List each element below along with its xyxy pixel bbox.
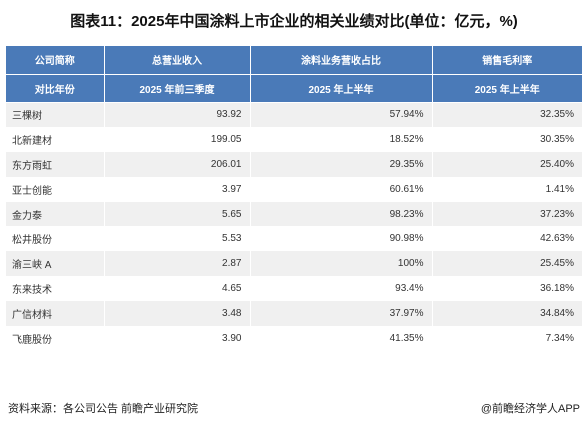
coating-share-cell: 90.98% [250,226,433,252]
header-row-2: 对比年份 2025 年前三季度 2025 年上半年 2025 年上半年 [6,74,582,103]
coating-share-cell: 37.97% [250,301,433,327]
revenue-cell: 5.65 [104,201,251,227]
company-cell: 东方雨虹 [6,151,105,177]
revenue-cell: 3.48 [104,301,251,327]
revenue-cell: 3.97 [104,176,251,202]
source-note: 资料来源：各公司公告 前瞻产业研究院 [8,403,199,415]
coating-share-cell: 41.35% [250,326,433,351]
table-row: 东来技术 4.65 93.4% 36.18% [6,276,582,302]
revenue-cell: 93.92 [104,102,251,127]
header-cell: 2025 年前三季度 [104,74,251,103]
company-cell: 飞鹿股份 [6,326,105,351]
header-cell: 销售毛利率 [432,46,582,75]
gross-margin-cell: 42.63% [432,226,582,252]
table-row: 三棵树 93.92 57.94% 32.35% [6,102,582,127]
gross-margin-cell: 36.18% [432,276,582,302]
coating-share-cell: 29.35% [250,151,433,177]
gross-margin-cell: 37.23% [432,201,582,227]
revenue-cell: 206.01 [104,151,251,177]
table-body: 三棵树 93.92 57.94% 32.35% 北新建材 199.05 18.52% 30.3… [6,102,582,351]
company-cell: 渝三峡 A [6,251,105,277]
coating-share-cell: 18.52% [250,126,433,152]
table-row: 渝三峡 A 2.87 100% 25.45% [6,251,582,277]
revenue-cell: 5.53 [104,226,251,252]
coating-share-cell: 98.23% [250,201,433,227]
header-cell: 2025 年上半年 [432,74,582,103]
table-row: 金力泰 5.65 98.23% 37.23% [6,201,582,227]
data-table: 公司简称 总营业收入 涂料业务营收占比 销售毛利率 对比年份 2025 年前三季… [6,46,582,351]
table-row: 亚士创能 3.97 60.61% 1.41% [6,176,582,202]
company-cell: 亚士创能 [6,176,105,202]
coating-share-cell: 60.61% [250,176,433,202]
table-row: 广信材料 3.48 37.97% 34.84% [6,301,582,327]
coating-share-cell: 93.4% [250,276,433,302]
header-cell: 2025 年上半年 [250,74,433,103]
table-row: 飞鹿股份 3.90 41.35% 7.34% [6,326,582,351]
header-row-1: 公司简称 总营业收入 涂料业务营收占比 销售毛利率 [6,46,582,75]
gross-margin-cell: 25.40% [432,151,582,177]
company-cell: 金力泰 [6,201,105,227]
header-cell: 对比年份 [6,74,105,103]
coating-share-cell: 57.94% [250,102,433,127]
gross-margin-cell: 7.34% [432,326,582,351]
revenue-cell: 3.90 [104,326,251,351]
company-cell: 北新建材 [6,126,105,152]
coating-share-cell: 100% [250,251,433,277]
gross-margin-cell: 25.45% [432,251,582,277]
chart-title: 图表11：2025年中国涂料上市企业的相关业绩对比(单位：亿元，%) [70,13,518,30]
gross-margin-cell: 1.41% [432,176,582,202]
header-cell: 总营业收入 [104,46,251,75]
table-row: 松井股份 5.53 90.98% 42.63% [6,226,582,252]
revenue-cell: 4.65 [104,276,251,302]
table-row: 东方雨虹 206.01 29.35% 25.40% [6,151,582,177]
company-cell: 广信材料 [6,301,105,327]
revenue-cell: 2.87 [104,251,251,277]
gross-margin-cell: 34.84% [432,301,582,327]
company-cell: 松井股份 [6,226,105,252]
company-cell: 东来技术 [6,276,105,302]
gross-margin-cell: 30.35% [432,126,582,152]
header-cell: 公司简称 [6,46,105,75]
company-cell: 三棵树 [6,102,105,127]
gross-margin-cell: 32.35% [432,102,582,127]
table-row: 北新建材 199.05 18.52% 30.35% [6,126,582,152]
header-cell: 涂料业务营收占比 [250,46,433,75]
revenue-cell: 199.05 [104,126,251,152]
brand-credit: @前瞻经济学人APP [480,403,580,415]
